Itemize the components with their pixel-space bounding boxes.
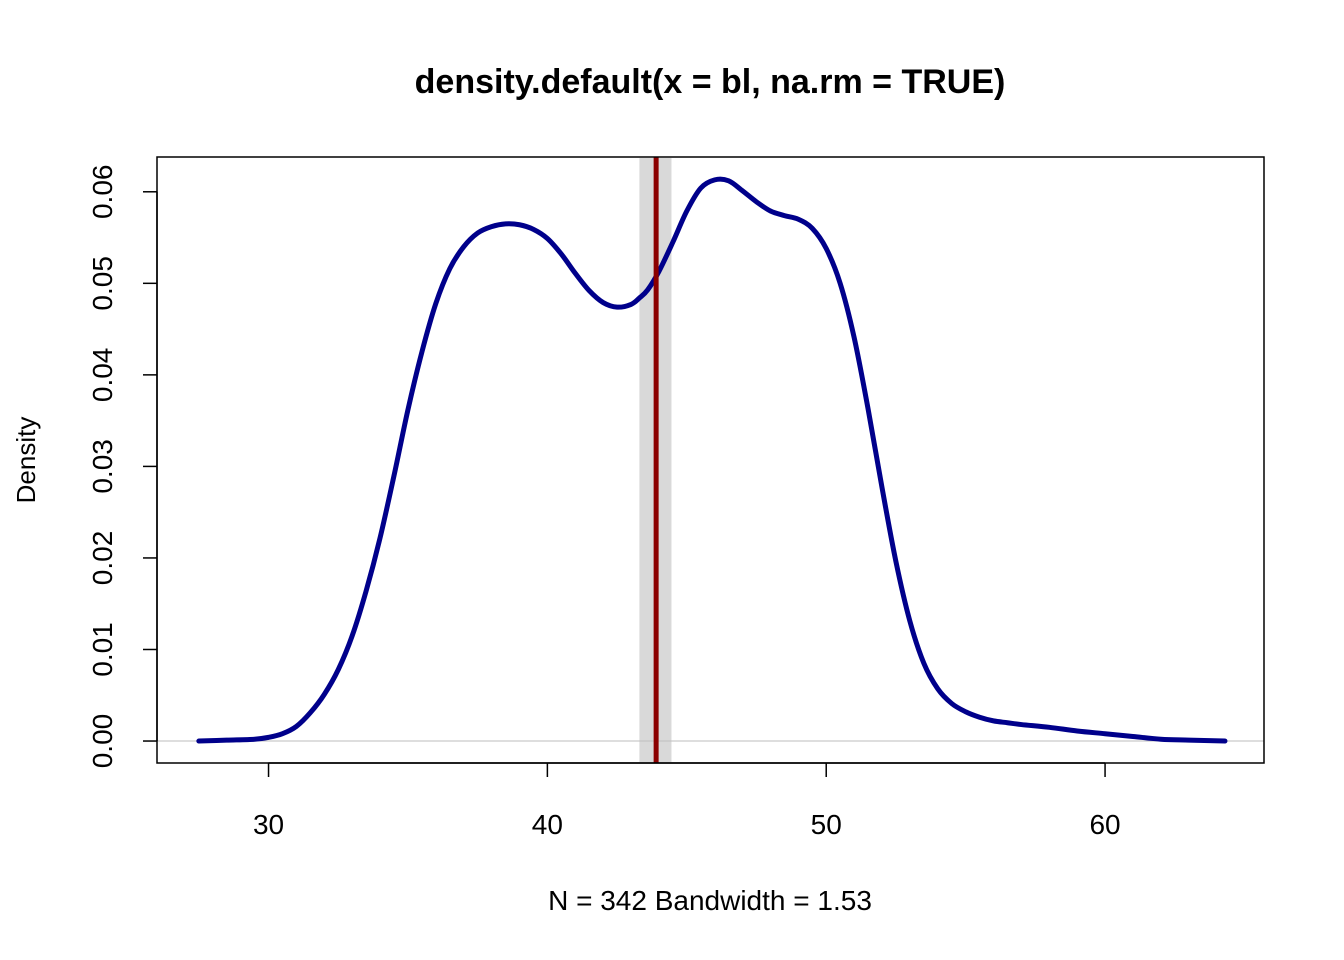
y-axis: 0.00 0.01 0.02 0.03 0.04 0.05 0.06 [87, 165, 158, 769]
x-axis-label: N = 342 Bandwidth = 1.53 [548, 885, 872, 916]
y-tick-label: 0.06 [87, 165, 118, 220]
x-tick-label: 30 [253, 809, 284, 840]
x-tick-label: 50 [811, 809, 842, 840]
y-tick-label: 0.02 [87, 531, 118, 586]
density-curve [196, 176, 1228, 744]
plot-frame [156, 156, 1265, 764]
x-axis: 30 40 50 60 [253, 762, 1121, 840]
y-tick-label: 0.05 [87, 256, 118, 311]
y-tick-label: 0.01 [87, 622, 118, 677]
x-tick-label: 40 [532, 809, 563, 840]
y-tick-label: 0.03 [87, 439, 118, 494]
x-tick-label: 60 [1089, 809, 1120, 840]
chart-title: density.default(x = bl, na.rm = TRUE) [415, 63, 1006, 101]
y-tick-label: 0.04 [87, 348, 118, 403]
plot-area [156, 156, 1265, 764]
y-tick-label: 0.00 [87, 714, 118, 769]
y-axis-label: Density [11, 417, 41, 504]
